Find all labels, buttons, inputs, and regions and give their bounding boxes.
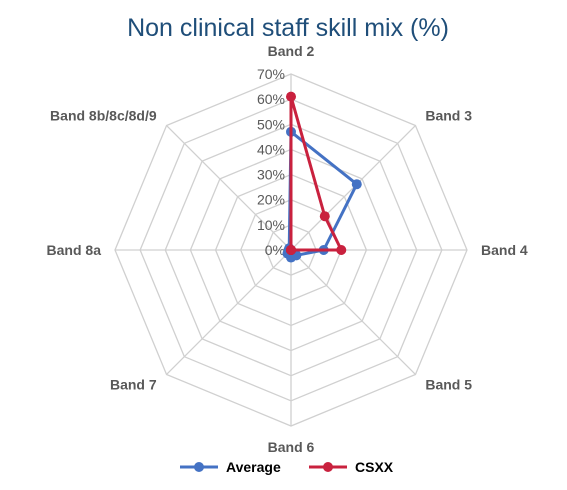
grid-spoke	[166, 125, 292, 251]
tick-label: 0%	[265, 242, 285, 258]
data-point	[351, 179, 362, 190]
category-label: Band 4	[481, 242, 528, 258]
radial-tick-labels: 0% 10% 20% 30% 40% 50% 60% 70%	[257, 66, 285, 258]
radar-grid	[114, 73, 468, 427]
category-label: Band 8b/8c/8d/9	[50, 108, 157, 124]
legend-label: CSXX	[355, 459, 394, 475]
category-labels: Band 2 Band 3 Band 4 Band 5 Band 6 Band 7 Band…	[47, 43, 528, 455]
data-point	[286, 245, 296, 255]
grid-spoke	[166, 249, 292, 375]
tick-label: 50%	[257, 116, 285, 132]
legend-marker	[194, 462, 204, 472]
category-label: Band 5	[425, 376, 472, 392]
legend: Average CSXX	[180, 459, 394, 475]
grid-spoke	[290, 249, 416, 375]
legend-marker	[323, 462, 333, 472]
grid-spoke	[290, 125, 416, 251]
category-label: Band 6	[268, 439, 315, 455]
tick-label: 30%	[257, 167, 285, 183]
tick-label: 20%	[257, 192, 285, 208]
category-label: Band 3	[425, 108, 472, 124]
data-point	[319, 211, 330, 222]
data-series	[282, 91, 362, 263]
tick-label: 70%	[257, 66, 285, 82]
category-label: Band 7	[110, 376, 157, 392]
category-label: Band 8a	[47, 242, 102, 258]
chart-title: Non clinical staff skill mix (%)	[127, 14, 449, 42]
tick-label: 60%	[257, 91, 285, 107]
category-label: Band 2	[268, 43, 315, 59]
data-point	[286, 91, 296, 102]
legend-label: Average	[226, 459, 281, 475]
tick-label: 10%	[257, 217, 285, 233]
data-point	[336, 245, 347, 255]
tick-label: 40%	[257, 141, 285, 157]
